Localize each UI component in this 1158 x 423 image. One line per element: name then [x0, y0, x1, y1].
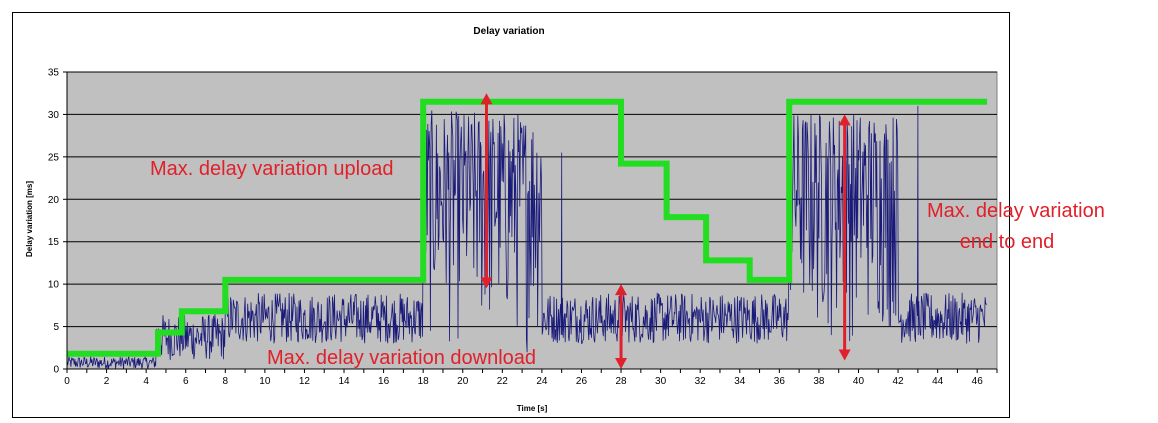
x-tick-label-26: 26 [576, 376, 588, 387]
x-tick-label-8: 8 [223, 376, 229, 387]
x-tick-label-16: 16 [378, 376, 390, 387]
x-axis-title: Time [s] [517, 404, 548, 413]
x-tick-label-2: 2 [104, 376, 110, 387]
x-tick-label-24: 24 [536, 376, 548, 387]
y-tick-label-35: 35 [48, 68, 60, 79]
x-tick-label-44: 44 [932, 376, 944, 387]
x-tick-label-12: 12 [299, 376, 311, 387]
annotation-end-to-end-line1: Max. delay variation [927, 200, 1105, 222]
arrow-head-top-1 [480, 93, 493, 105]
x-tick-label-20: 20 [457, 376, 469, 387]
x-tick-label-4: 4 [143, 376, 149, 387]
chart-title: Delay variation [473, 26, 544, 37]
arrow-head-bottom-2 [615, 358, 628, 369]
arrow-head-bottom-1 [480, 277, 493, 289]
x-tick-label-30: 30 [655, 376, 667, 387]
x-tick-label-14: 14 [338, 376, 350, 387]
arrow-head-bottom-3 [838, 349, 851, 361]
x-tick-label-34: 34 [734, 376, 746, 387]
x-tick-label-36: 36 [774, 376, 786, 387]
x-tick-label-22: 22 [497, 376, 509, 387]
y-tick-label-10: 10 [48, 280, 60, 291]
x-tick-label-42: 42 [893, 376, 905, 387]
max-delay-step-line [67, 98, 988, 357]
arrow-head-top-3 [838, 114, 851, 126]
y-tick-label-5: 5 [53, 322, 59, 333]
x-tick-label-6: 6 [183, 376, 189, 387]
annotation-download: Max. delay variation download [267, 347, 536, 369]
annotation-end-to-end-line2: end to end [960, 231, 1055, 253]
arrow-head-top-2 [615, 284, 628, 296]
annotation-upload: Max. delay variation upload [150, 158, 393, 180]
y-tick-label-0: 0 [53, 365, 59, 376]
x-tick-label-28: 28 [615, 376, 627, 387]
y-tick-label-20: 20 [48, 195, 60, 206]
x-tick-label-18: 18 [418, 376, 430, 387]
x-tick-label-10: 10 [259, 376, 271, 387]
x-tick-label-38: 38 [813, 376, 825, 387]
y-tick-label-25: 25 [48, 152, 60, 163]
x-tick-label-40: 40 [853, 376, 865, 387]
x-tick-label-32: 32 [695, 376, 707, 387]
x-tick-label-0: 0 [64, 376, 70, 387]
y-tick-label-15: 15 [48, 237, 60, 248]
delay-variation-trace [66, 105, 988, 369]
y-axis-title: Delay variation [ms] [25, 181, 34, 257]
x-tick-label-46: 46 [972, 376, 984, 387]
y-tick-label-30: 30 [48, 110, 60, 121]
